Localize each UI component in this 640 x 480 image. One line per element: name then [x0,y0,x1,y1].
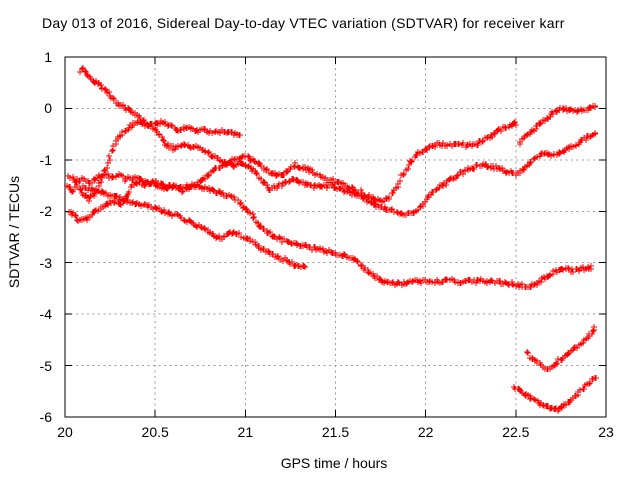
data-points-trace-8-v-lower [511,375,599,414]
data-points-trace-1-steep-descent [77,65,598,218]
axis-tick-marks [64,56,607,418]
x-tick-label: 20 [57,424,73,440]
data-points-trace-7-v-upper [524,324,597,372]
data-points-trace-4-diagonal-faller [80,183,308,270]
x-tick-label: 20.5 [141,424,169,440]
x-tick-label: 21 [237,424,254,440]
y-tick-label: -4 [39,306,52,323]
x-axis-label: GPS time / hours [280,455,388,471]
y-tick-label: 0 [44,100,52,117]
y-tick-label: -3 [39,254,52,271]
y-axis-label: SDTVAR / TECUs [6,175,22,289]
x-tick-label: 21.5 [321,424,350,440]
y-tick-label: -6 [39,409,52,425]
y-tick-label: -2 [39,203,52,220]
data-points-trace-3-braid-upper [65,119,519,205]
grid-lines [65,57,606,417]
chart-title: Day 013 of 2016, Sidereal Day-to-day VTE… [42,15,565,31]
x-tick-label: 23 [598,424,614,440]
plot-border [64,56,607,418]
data-points-trace-5-long-flat-bottom [66,179,594,290]
y-tick-label: -1 [39,151,52,168]
y-tick-label: -5 [39,357,52,374]
x-tick-label: 22 [417,424,434,440]
x-tick-label: 22.5 [502,424,530,440]
y-tick-label: 1 [44,49,52,65]
data-points-trace-6-late-riser-to-zero [517,103,598,147]
